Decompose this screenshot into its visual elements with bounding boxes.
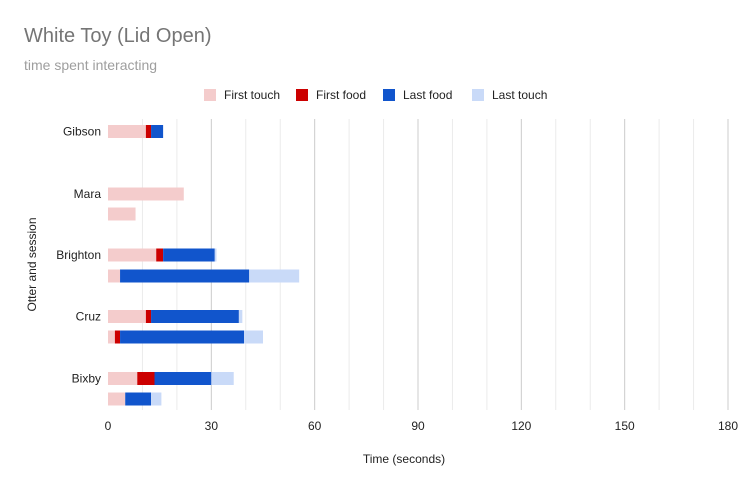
x-tick-label: 0 [105, 419, 112, 433]
category-label: Mara [74, 187, 102, 201]
bar-segment [108, 392, 126, 406]
bar-segment [244, 330, 263, 344]
bar-segment [137, 372, 155, 385]
bar-segment [125, 392, 152, 406]
bar-segment [120, 330, 245, 344]
bar-segment [108, 187, 184, 201]
bar-segment [108, 269, 121, 283]
legend-swatch [472, 89, 484, 101]
legend-label: Last touch [492, 88, 547, 102]
legend-label: First touch [224, 88, 280, 102]
legend-label: First food [316, 88, 366, 102]
bar-segment [214, 248, 217, 262]
chart-subtitle: time spent interacting [24, 57, 158, 73]
x-tick-label: 90 [411, 419, 425, 433]
bar-segment [114, 330, 121, 344]
bar-segment [238, 310, 243, 323]
x-tick-label: 60 [308, 419, 322, 433]
bar-segment [151, 125, 164, 138]
legend-swatch [296, 89, 308, 101]
category-label: Gibson [63, 125, 101, 139]
bar-segment [151, 310, 239, 323]
legend-label: Last food [403, 88, 452, 102]
bar-segment [108, 330, 115, 344]
x-tick-label: 150 [615, 419, 635, 433]
bar-segment [108, 207, 136, 221]
x-axis-title: Time (seconds) [363, 452, 445, 466]
bar-segment [108, 310, 146, 323]
bar-segment [156, 248, 164, 262]
bar-segment [154, 372, 212, 385]
category-label: Cruz [76, 310, 101, 324]
bar-segment [145, 310, 152, 323]
x-tick-label: 30 [205, 419, 219, 433]
bar-segment [151, 392, 162, 406]
bar-segment [108, 248, 157, 262]
bar-segment [145, 125, 152, 138]
bar-segment [108, 125, 146, 138]
legend-swatch [383, 89, 395, 101]
chart-title: White Toy (Lid Open) [24, 25, 212, 47]
bar-segment [120, 269, 250, 283]
x-tick-label: 120 [511, 419, 531, 433]
category-label: Brighton [56, 248, 101, 262]
y-axis-title: Otter and session [25, 217, 39, 311]
bar-segment [211, 372, 234, 385]
x-tick-label: 180 [718, 419, 738, 433]
bar-segment [249, 269, 300, 283]
bar-segment [108, 372, 138, 385]
legend-swatch [204, 89, 216, 101]
category-label: Bixby [72, 372, 101, 386]
bar-segment [163, 248, 215, 262]
